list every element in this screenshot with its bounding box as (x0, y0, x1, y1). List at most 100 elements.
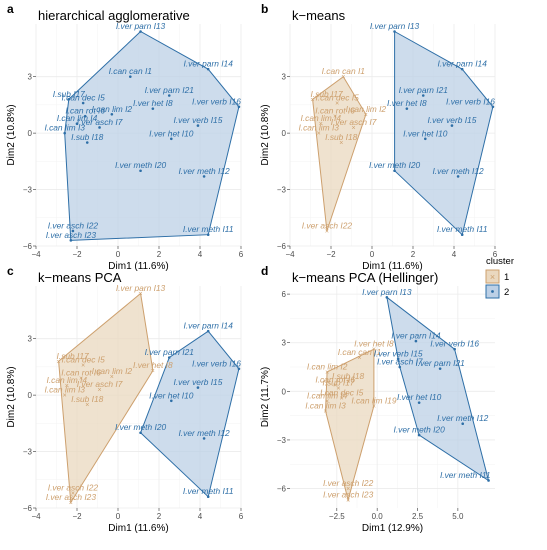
point-marker: × (357, 355, 361, 362)
y-tick-label: 3 (28, 335, 33, 344)
x-tick-label: 2 (157, 250, 162, 259)
legend-title: cluster (486, 256, 514, 267)
point-label: I.sub I18 (325, 132, 357, 142)
x-tick-label: −2 (326, 250, 336, 259)
point-label: I.ver meth I20 (115, 160, 167, 170)
x-tick-label: 5.0 (452, 512, 464, 521)
point-label: I.sub I18 (332, 371, 364, 381)
legend: cluster × 1 2 (485, 256, 514, 299)
point-label: I.can dec I5 (315, 93, 359, 103)
x-tick-label: −4 (31, 250, 41, 259)
point-label: I.ver het I8 (387, 98, 427, 108)
cluster-2-hull (394, 30, 494, 236)
point-marker (98, 126, 101, 129)
x-tick-label: 0.0 (372, 512, 384, 521)
point-marker (396, 357, 400, 361)
point-label: I.can lim I3 (305, 400, 346, 410)
point-marker: × (323, 408, 327, 415)
y-axis-label: Dim2 (11.7%) (260, 367, 271, 427)
x-axis-label: Dim1 (11.6%) (362, 261, 422, 272)
y-tick-label: 0 (28, 129, 33, 138)
point-marker: × (98, 387, 102, 394)
point-marker (450, 124, 454, 127)
y-tick-label: −6 (277, 242, 287, 251)
point-marker (206, 329, 210, 333)
point-marker: × (79, 376, 83, 383)
x-tick-label: 2 (157, 512, 162, 521)
point-label: I.ver verb I16 (192, 96, 241, 106)
point-label: I.can lim I3 (298, 123, 339, 133)
point-label: I.ver asch I22 (323, 478, 374, 488)
point-marker (206, 233, 210, 237)
y-tick-label: 0 (28, 391, 33, 400)
point-label: I.ver meth I11 (183, 224, 234, 234)
point-marker: × (325, 399, 329, 406)
point-label: I.ver het I10 (149, 128, 194, 138)
point-marker (196, 124, 200, 127)
point-label: I.ver meth I11 (183, 486, 234, 496)
panel-tag: a (7, 2, 14, 16)
point-label: I.can lim I4 (301, 113, 342, 123)
point-label: I.ver parn I13 (362, 287, 412, 297)
point-marker (170, 137, 173, 141)
x-tick-label: 0 (370, 250, 375, 259)
point-marker (202, 437, 206, 440)
point-label: I.can rot I6 (315, 374, 355, 384)
point-marker (438, 367, 442, 370)
point-label: I.sub I18 (71, 132, 103, 142)
y-tick-label: 3 (28, 73, 33, 82)
y-tick-label: 0 (282, 129, 287, 138)
point-label: I.ver het I10 (149, 390, 194, 400)
legend-label-2: 2 (504, 287, 509, 298)
y-tick-label: −3 (23, 186, 33, 195)
point-marker: × (319, 121, 323, 128)
point-label: I.ver asch I7 (77, 379, 123, 389)
point-marker: × (139, 291, 143, 298)
point-marker: × (346, 497, 350, 504)
point-marker (393, 30, 396, 33)
point-label: I.ver parn I14 (391, 331, 441, 341)
point-label: I.ver asch I23 (46, 492, 97, 502)
point-label: I.ver parn I13 (370, 21, 420, 31)
point-marker (456, 175, 460, 178)
point-marker (139, 169, 142, 173)
point-marker (170, 399, 173, 403)
point-label: I.sub I17 (53, 89, 85, 99)
panel-a: a hierarchical agglomerative I.can can I1 I… (6, 2, 244, 272)
point-label: I.ver parn I14 (438, 59, 488, 69)
point-marker: × (341, 74, 345, 81)
point-marker: × (346, 379, 350, 386)
point-marker: × (372, 403, 376, 410)
point-marker (63, 131, 66, 135)
point-marker: × (339, 140, 343, 147)
cluster-1-hull (312, 75, 367, 232)
point-label: I.ver asch I7 (77, 117, 123, 127)
point-label: I.ver het I10 (403, 128, 448, 138)
point-marker (405, 107, 409, 110)
point-label: I.ver parn I21 (415, 358, 464, 368)
point-label: I.ver parn I21 (399, 85, 448, 95)
point-label: I.can lim I2 (346, 104, 387, 114)
panel-c: c k−means PCA×I.ver parn I13×I.sub I17×I.… (6, 264, 244, 534)
point-label: I.can can I1 (322, 66, 365, 76)
point-label: I.ver het I8 (133, 98, 173, 108)
point-marker: × (346, 486, 350, 493)
x-tick-label: 6 (239, 250, 244, 259)
point-label: I.ver meth I11 (440, 470, 491, 480)
x-tick-label: −2.5 (329, 512, 345, 521)
point-label: I.ver meth I20 (394, 425, 446, 435)
point-marker (139, 431, 142, 435)
point-label: I.can can I1 (338, 347, 381, 357)
point-label: I.can lim I3 (44, 385, 85, 395)
point-marker: × (336, 386, 340, 393)
point-label: I.can lim I2 (307, 361, 348, 371)
x-tick-label: −4 (31, 512, 41, 521)
point-label: I.ver meth I12 (432, 166, 484, 176)
x-tick-label: 4 (452, 250, 457, 259)
point-marker (393, 169, 396, 173)
cluster-1-hull (58, 292, 154, 504)
point-marker (237, 105, 241, 109)
point-label: I.ver asch I22 (302, 220, 353, 230)
x-axis-label: Dim1 (11.6%) (108, 261, 168, 272)
